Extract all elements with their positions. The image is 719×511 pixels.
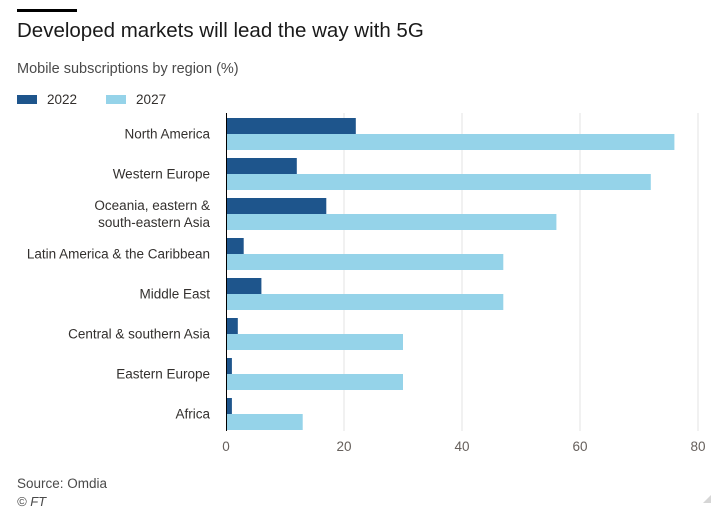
bar-2022-7: [226, 358, 232, 374]
category-label-7: Eastern Europe: [116, 367, 210, 382]
bar-2022-3: [226, 198, 327, 214]
resize-handle-icon: [703, 495, 711, 503]
bar-2022-8: [226, 398, 232, 414]
legend-label-2027: 2027: [136, 91, 167, 107]
category-label-3-line-2: south-eastern Asia: [98, 215, 210, 230]
x-tick-label-20: 20: [336, 439, 351, 454]
bar-2022-5: [226, 278, 262, 294]
bar-2027-5: [226, 294, 504, 310]
bar-2027-3: [226, 214, 557, 230]
category-label-1: North America: [124, 127, 210, 142]
category-label-8: Africa: [175, 407, 210, 422]
x-tick-label-40: 40: [454, 439, 469, 454]
source-note: Source: Omdia: [17, 476, 108, 491]
bar-2027-6: [226, 334, 403, 350]
category-label-6: Central & southern Asia: [68, 327, 210, 342]
category-label-4: Latin America & the Caribbean: [27, 247, 210, 262]
bar-2027-4: [226, 254, 504, 270]
chart-subtitle: Mobile subscriptions by region (%): [17, 61, 239, 77]
legend-label-2022: 2022: [47, 91, 78, 107]
x-tick-label-60: 60: [572, 439, 587, 454]
bar-2022-6: [226, 318, 238, 334]
chart-title: Developed markets will lead the way with…: [17, 19, 424, 42]
bar-2027-8: [226, 414, 303, 430]
bar-2022-2: [226, 158, 297, 174]
copyright-credit: © FT: [17, 494, 47, 509]
bar-2027-7: [226, 374, 403, 390]
bar-2022-1: [226, 118, 356, 134]
x-tick-label-0: 0: [222, 439, 230, 454]
category-label-5: Middle East: [139, 287, 210, 302]
legend-item-2027: 2027: [106, 92, 166, 107]
category-label-2: Western Europe: [113, 167, 210, 182]
bar-2027-2: [226, 174, 651, 190]
category-label-3-line-1: Oceania, eastern &: [94, 198, 210, 213]
legend: 2022 2027: [17, 91, 195, 107]
legend-swatch-2027: [106, 94, 127, 104]
x-tick-label-80: 80: [690, 439, 705, 454]
bar-2022-4: [226, 238, 244, 254]
bar-2027-1: [226, 134, 675, 150]
top-rule: [17, 9, 77, 12]
bar-chart: North America Western Europe Oceania, east…: [27, 113, 706, 454]
legend-swatch-2022: [17, 94, 37, 104]
legend-item-2022: 2022: [17, 92, 77, 107]
